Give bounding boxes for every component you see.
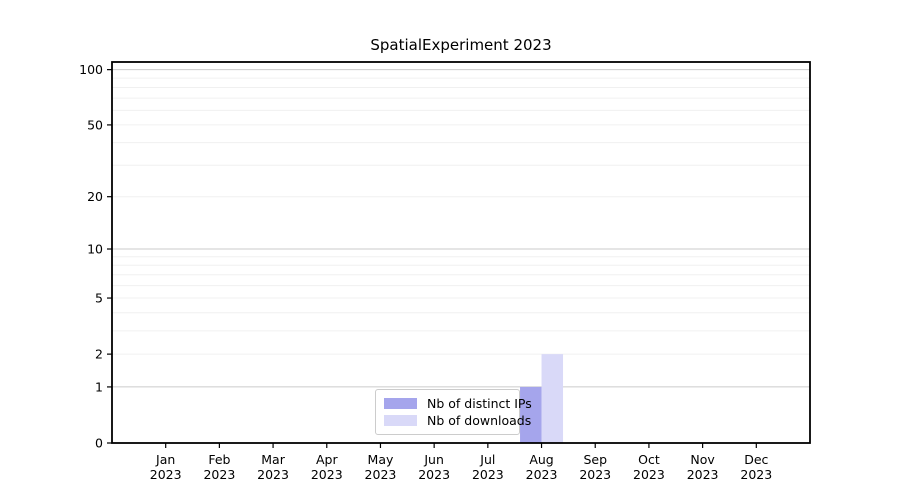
x-tick-label-year: 2023	[203, 467, 235, 482]
chart-title: SpatialExperiment 2023	[370, 36, 552, 54]
x-tick-label-year: 2023	[579, 467, 611, 482]
y-axis: 0 1 2 5 10 20 50 100	[79, 62, 112, 451]
x-tick-label-year: 2023	[472, 467, 504, 482]
gridlines	[112, 69, 810, 388]
x-tick-label-year: 2023	[687, 467, 719, 482]
x-tick-label-year: 2023	[418, 467, 450, 482]
downloads-swatch	[384, 415, 417, 426]
plot-border	[111, 61, 811, 444]
x-tick-label-month: Mar	[261, 452, 285, 467]
y-tick-label: 5	[95, 291, 103, 306]
y-tick-label: 0	[95, 436, 103, 451]
y-tick-label: 2	[95, 347, 103, 362]
y-tick-label: 100	[79, 62, 103, 77]
legend-label-distinct-ips: Nb of distinct IPs	[427, 396, 532, 411]
x-tick-label-month: Jan	[155, 452, 175, 467]
x-tick-label-month: Jun	[423, 452, 444, 467]
x-tick-label-month: Aug	[529, 452, 553, 467]
x-tick-label-year: 2023	[150, 467, 182, 482]
x-tick-label-month: Apr	[316, 452, 338, 467]
x-tick-label-year: 2023	[740, 467, 772, 482]
x-tick-label-month: Sep	[583, 452, 607, 467]
x-tick-label-month: Jul	[479, 452, 495, 467]
legend-item-downloads: Nb of downloads	[384, 412, 531, 429]
x-tick-label-year: 2023	[526, 467, 558, 482]
x-tick-label-year: 2023	[311, 467, 343, 482]
x-tick-label-month: May	[368, 452, 394, 467]
x-tick-label-month: Feb	[208, 452, 230, 467]
x-axis: Jan2023Feb2023Mar2023Apr2023May2023Jun20…	[150, 443, 772, 482]
downloads-bar	[541, 354, 564, 443]
distinct-ips-swatch	[384, 398, 417, 409]
x-tick-label-month: Dec	[744, 452, 768, 467]
distinct-ips-bar	[520, 386, 542, 443]
bars	[520, 354, 564, 443]
x-tick-label-month: Oct	[638, 452, 660, 467]
y-tick-label: 50	[87, 117, 103, 132]
y-tick-label: 1	[95, 379, 103, 394]
y-tick-label: 20	[87, 189, 103, 204]
x-tick-label-month: Nov	[690, 452, 715, 467]
legend-label-downloads: Nb of downloads	[427, 413, 532, 428]
legend: Nb of distinct IPs Nb of downloads	[375, 389, 532, 435]
legend-item-distinct-ips: Nb of distinct IPs	[384, 395, 532, 412]
x-tick-label-year: 2023	[257, 467, 289, 482]
x-tick-label-year: 2023	[365, 467, 397, 482]
x-tick-label-year: 2023	[633, 467, 665, 482]
y-tick-label: 10	[87, 242, 103, 257]
